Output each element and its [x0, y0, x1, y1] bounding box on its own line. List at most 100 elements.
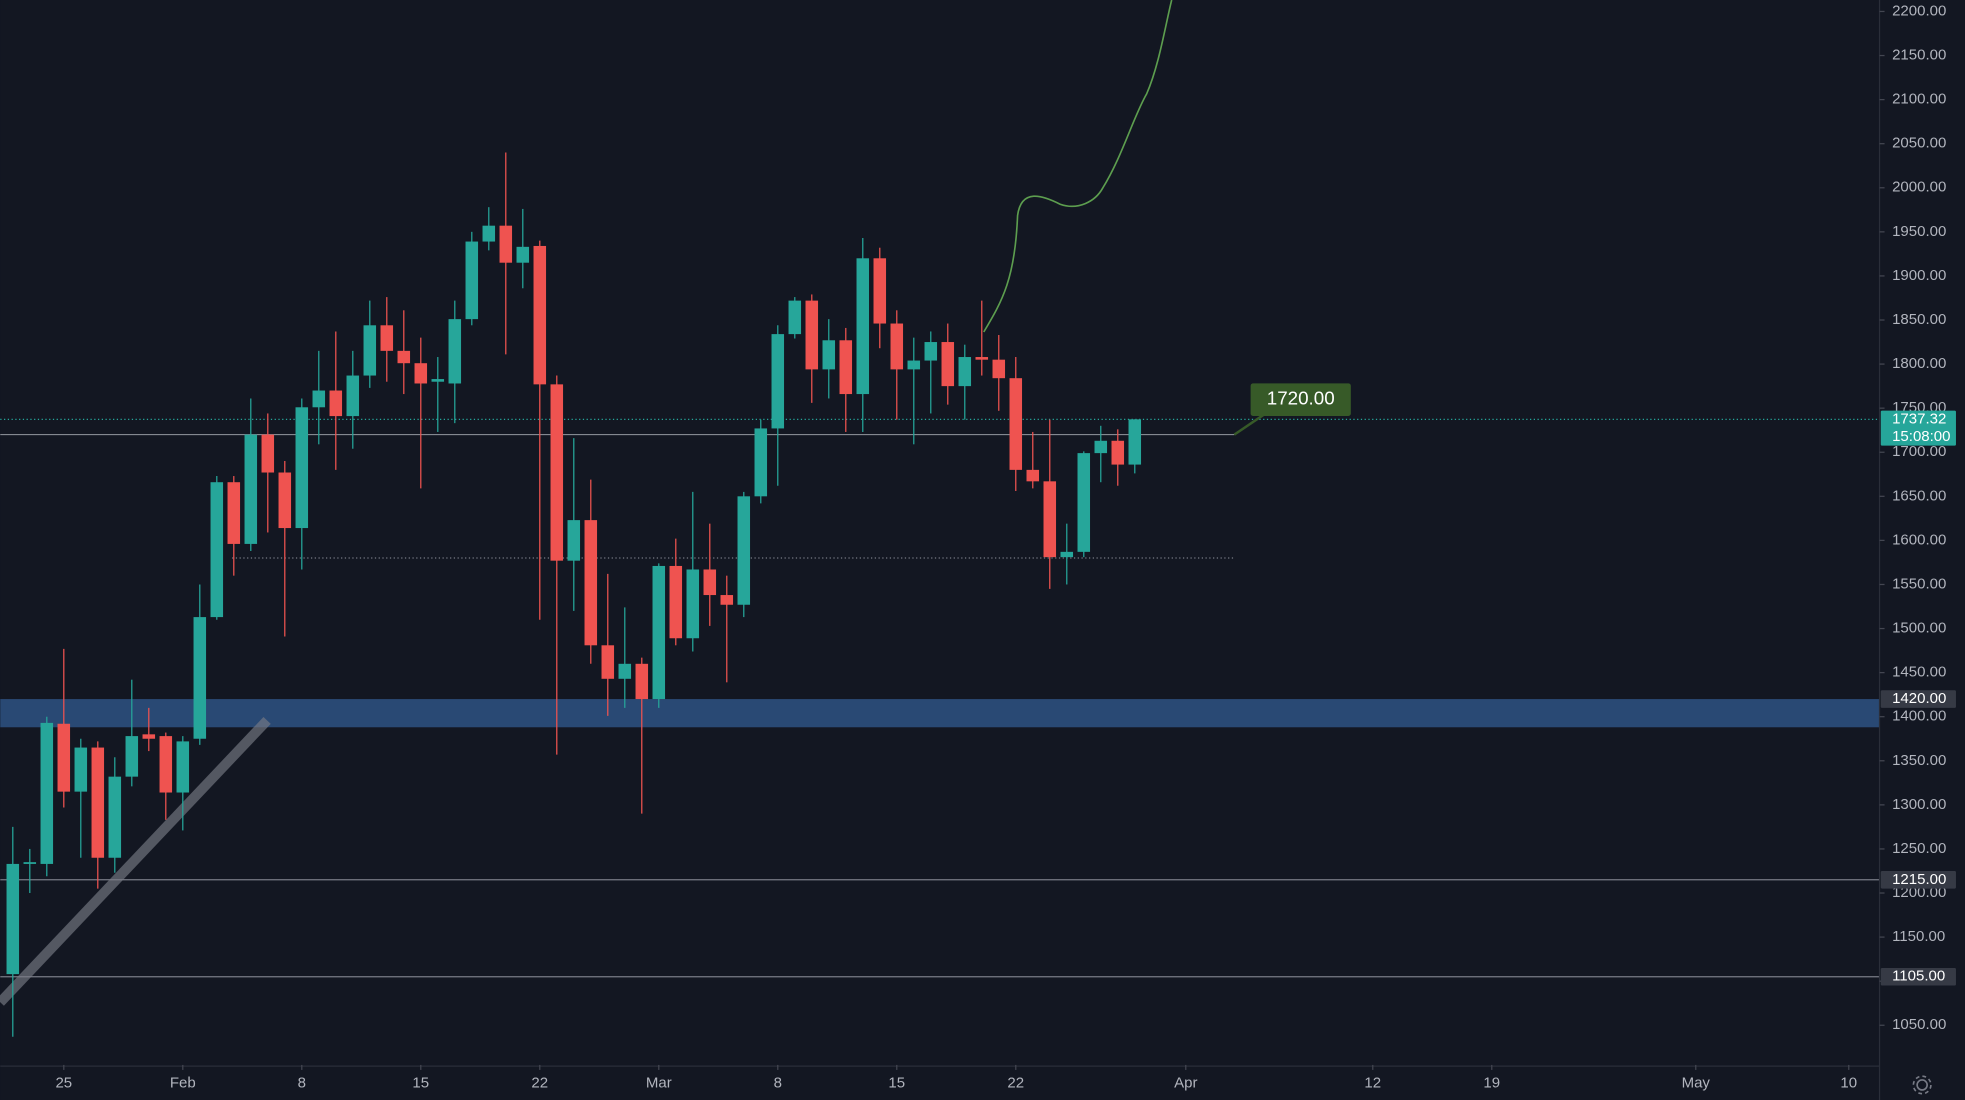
candle-body: [737, 496, 751, 605]
candle-body: [907, 360, 921, 370]
candle-body: [1077, 453, 1091, 552]
candle-body: [703, 569, 717, 596]
x-tick-label: 8: [298, 1075, 306, 1092]
candle-body: [74, 747, 88, 792]
price-badge: [1880, 871, 1956, 889]
candle-body: [788, 300, 802, 335]
candle-body: [601, 645, 615, 679]
candle-body: [482, 225, 496, 242]
x-tick-label: Apr: [1174, 1075, 1197, 1092]
y-tick-label: 1500.00: [1892, 620, 1946, 637]
y-tick-label: 2050.00: [1892, 135, 1946, 152]
price-badge: [1880, 690, 1956, 708]
candle-body: [312, 390, 326, 408]
candle-body: [159, 736, 173, 793]
x-tick-label: May: [1682, 1075, 1711, 1092]
candle-body: [1026, 469, 1040, 482]
candle-body: [193, 617, 207, 739]
y-tick-label: 1050.00: [1892, 1016, 1946, 1033]
price-badge-label: 1105.00: [1892, 968, 1945, 985]
y-tick-label: 1650.00: [1892, 487, 1946, 504]
candle-body: [533, 245, 547, 385]
candle-body: [1111, 440, 1125, 465]
candle-body: [720, 595, 734, 605]
axis-layer: 1050.001100.001150.001200.001250.001300.…: [55, 2, 1956, 1092]
candle-body: [397, 350, 411, 364]
candle-body: [652, 565, 666, 700]
candle-body: [142, 734, 156, 739]
candle-body: [6, 863, 20, 975]
mark-layer: 1720.00: [6, 152, 1351, 1037]
candle-body: [227, 482, 241, 544]
x-tick-label: 12: [1364, 1075, 1381, 1092]
candle-body: [516, 246, 530, 263]
price-badge: [1880, 410, 1956, 446]
candle-body: [1128, 419, 1142, 465]
x-tick-label: 15: [412, 1075, 429, 1092]
y-tick-label: 2200.00: [1892, 2, 1946, 19]
candle-body: [958, 357, 972, 387]
candle-body: [363, 325, 377, 376]
settings-icon[interactable]: [1912, 1075, 1932, 1095]
candle-body: [771, 334, 785, 429]
candle-body: [23, 862, 37, 864]
candle-body: [924, 342, 938, 361]
y-tick-label: 1300.00: [1892, 796, 1946, 813]
y-tick-label: 1800.00: [1892, 355, 1946, 372]
y-tick-label: 1850.00: [1892, 311, 1946, 328]
x-tick-label: Feb: [170, 1075, 196, 1092]
callout-label: 1720.00: [1267, 388, 1335, 409]
x-tick-label: 8: [774, 1075, 782, 1092]
y-tick-label: 1600.00: [1892, 531, 1946, 548]
y-tick-label: 2150.00: [1892, 47, 1946, 64]
y-tick-label: 1350.00: [1892, 752, 1946, 769]
candle-body: [295, 407, 309, 529]
projection-curve: [983, 0, 1173, 333]
candle-body: [329, 390, 343, 417]
price-badge-label: 1215.00: [1892, 871, 1946, 888]
candle-body: [465, 241, 479, 320]
candle-body: [839, 340, 853, 395]
candle-body: [992, 359, 1006, 379]
y-tick-label: 1900.00: [1892, 267, 1946, 284]
trend-line: [0, 716, 271, 1006]
x-tick-label: 10: [1840, 1075, 1857, 1092]
x-tick-label: Mar: [646, 1075, 672, 1092]
candle-body: [1009, 378, 1023, 470]
candle-body: [91, 747, 105, 858]
x-tick-label: 15: [888, 1075, 905, 1092]
candle-body: [57, 723, 71, 792]
x-tick-label: 22: [1007, 1075, 1024, 1092]
candle-body: [856, 258, 870, 395]
candle-body: [635, 663, 649, 700]
callout-box: [1250, 383, 1351, 416]
candle-body: [176, 741, 190, 793]
candle-body: [278, 472, 292, 529]
candle-body: [1060, 551, 1074, 558]
candle-body: [40, 722, 54, 864]
candle-body: [584, 520, 598, 646]
x-tick-label: 22: [531, 1075, 548, 1092]
candle-body: [125, 736, 139, 777]
y-tick-label: 1400.00: [1892, 708, 1946, 725]
candle-body: [380, 325, 394, 351]
x-tick-label: 19: [1483, 1075, 1500, 1092]
x-tick-label: 25: [55, 1075, 72, 1092]
candle-body: [618, 663, 632, 679]
candle-body: [448, 319, 462, 384]
candle-body: [499, 225, 513, 263]
candle-body: [261, 434, 275, 473]
y-tick-label: 1950.00: [1892, 223, 1946, 240]
y-tick-label: 1450.00: [1892, 664, 1946, 681]
callout-leader: [1233, 412, 1267, 436]
candle-body: [550, 384, 564, 561]
candle-body: [873, 258, 887, 324]
candle-body: [210, 482, 224, 618]
candle-body: [108, 776, 122, 858]
price-badge-label: 1420.00: [1892, 690, 1946, 707]
y-tick-label: 2100.00: [1892, 91, 1946, 108]
y-tick-label: 2000.00: [1892, 179, 1946, 196]
price-badge-label: 1737.32: [1892, 410, 1946, 427]
